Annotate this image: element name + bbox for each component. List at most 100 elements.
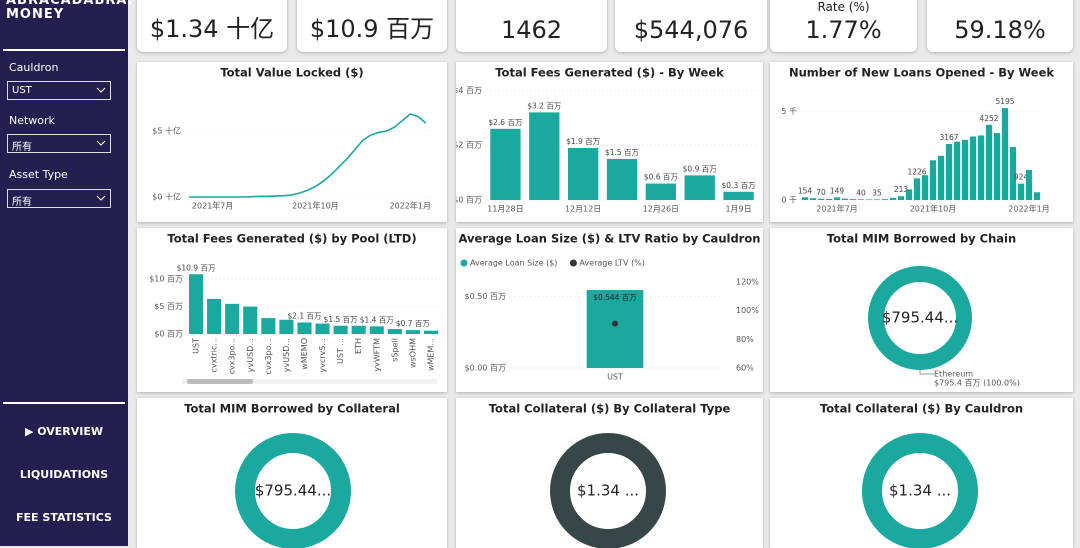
donut-slice <box>868 266 972 370</box>
chart-panel: Average Loan Size ($) & LTV Ratio by Cau… <box>456 228 763 392</box>
bar <box>825 198 833 200</box>
bar <box>723 191 754 200</box>
bar <box>529 112 560 200</box>
dot <box>612 320 618 327</box>
legend-marker <box>569 259 577 267</box>
slice-value: $795.4 百万 (100.0%) <box>934 379 1020 388</box>
x-tick-label: UST <box>607 373 623 382</box>
chart: Total Value Locked ($) $0 十亿 $5 十亿 2021年7月 2… <box>152 66 431 211</box>
chart-title: Number of New Loans Opened - By Week <box>789 66 1054 80</box>
x-tick-label: 2022年1月 <box>390 201 431 211</box>
bar <box>188 274 204 334</box>
bar <box>243 306 258 334</box>
bar <box>684 175 715 200</box>
bar <box>369 326 384 334</box>
chart-panel: Total Collateral ($) By Collateral Type $… <box>456 398 763 548</box>
dropdown-value: 所有 <box>12 197 32 208</box>
x-tick-label: yvUSD... <box>282 338 291 372</box>
nav-item[interactable]: FEE STATISTICS <box>16 511 112 524</box>
bar <box>897 196 905 200</box>
data-label: $0.3 百万 <box>722 181 757 190</box>
logo: MONEY <box>6 7 65 22</box>
x-tick-label: cvxtric... <box>210 338 219 373</box>
data-label: 924 <box>1014 173 1029 182</box>
x-tick-label: 2021年7月 <box>816 204 857 214</box>
bar <box>817 198 825 200</box>
chart: Total Fees Generated ($) - By Week $0 百万 $… <box>456 66 758 214</box>
chart-panel: Total Collateral ($) By Cauldron $1.34 ..… <box>770 398 1073 548</box>
chart: Total Fees Generated ($) by Pool (LTD) $0… <box>149 232 440 384</box>
bar <box>833 197 841 200</box>
leader-line <box>919 370 934 375</box>
bar <box>889 197 897 200</box>
chart-panel: Total Fees Generated ($) by Pool (LTD) $0… <box>137 228 447 392</box>
data-label: $1.5 百万 <box>605 148 640 157</box>
data-label: $3.2 百万 <box>527 101 562 110</box>
nav-item[interactable]: ▶ OVERVIEW <box>24 425 104 438</box>
chart-panel: Total Fees Generated ($) - By Week $0 百万 $… <box>456 62 763 222</box>
data-label: 40 <box>856 188 866 197</box>
x-tick-label: yvcrvS... <box>318 338 327 373</box>
kpi-card: 59.18% <box>927 0 1073 52</box>
filter-label: Asset Type <box>9 168 68 181</box>
separator <box>3 49 125 51</box>
dropdown-value: 所有 <box>12 142 32 153</box>
bar <box>1025 169 1033 200</box>
bar <box>645 183 677 200</box>
filter-label: Cauldron <box>9 61 59 74</box>
bar <box>1033 192 1041 200</box>
chart: Total MIM Borrowed by ChainEthereum$795.… <box>827 232 1020 388</box>
x-tick-label: sSpell <box>390 338 399 362</box>
slice-label: Ethereum <box>934 370 973 379</box>
kpi-card: $10.9 百万 <box>297 0 447 52</box>
kpi-value: 1.77% <box>805 16 882 44</box>
dropdown[interactable]: UST <box>7 81 111 100</box>
data-label: 1226 <box>907 167 926 176</box>
center-label: $1.34 ... <box>577 482 639 500</box>
bar <box>929 160 937 200</box>
nav-item[interactable]: LIQUIDATIONS <box>19 468 109 481</box>
bar <box>857 199 865 200</box>
bar <box>225 303 240 334</box>
y-tick-label: $0 百万 <box>154 330 183 339</box>
x-tick-label: 2021年7月 <box>192 201 233 211</box>
dropdown[interactable]: 所有 <box>7 189 111 208</box>
data-label: $1.9 百万 <box>566 137 601 146</box>
data-label: 5195 <box>995 97 1014 106</box>
data-label: $0.544 百万 <box>593 293 637 302</box>
x-tick-label: 1月9日 <box>725 205 751 214</box>
chart: Average Loan Size ($) & LTV Ratio by Cau… <box>459 232 761 382</box>
y-tick-label: 5 千 <box>781 106 797 116</box>
kpi-value: $10.9 百万 <box>309 15 435 43</box>
chart-title: Total Fees Generated ($) by Pool (LTD) <box>167 232 416 246</box>
bar <box>801 197 809 200</box>
bar <box>809 198 817 200</box>
data-label: 70 <box>816 188 826 197</box>
data-label: $1.5 百万 <box>324 315 359 324</box>
x-tick-label: cvx3po... <box>228 338 237 374</box>
chart: Number of New Loans Opened - By Week 0 千 5… <box>781 66 1054 214</box>
bar <box>315 323 330 334</box>
chart-title: Total Collateral ($) By Collateral Type <box>489 402 731 416</box>
chevron <box>96 195 106 201</box>
dropdown[interactable]: 所有 <box>7 134 111 153</box>
bar <box>921 175 929 200</box>
bar <box>961 139 969 200</box>
chart: Total Collateral ($) By Collateral Type $… <box>489 402 731 548</box>
kpi-card: Rate (%) 1.77% <box>770 0 917 52</box>
chart-panel: Total MIM Borrowed by Chain Ethereum $795.… <box>770 228 1073 392</box>
data-label: $1.4 百万 <box>360 315 395 324</box>
sidebar: ABRACADABRA. MONEY Cauldron UST Network … <box>0 0 133 546</box>
center-label: $795.44... <box>882 309 958 327</box>
x-tick-label: 12月12日 <box>565 205 601 214</box>
x-tick-label: wMEMO <box>300 338 309 370</box>
y-tick-label: $5 百万 <box>154 302 183 311</box>
bar <box>1009 146 1017 200</box>
donut-slice <box>862 433 978 548</box>
bar <box>905 189 913 200</box>
data-label: $0.7 百万 <box>396 319 431 328</box>
chart-panel: Total MIM Borrowed by Collateral $795.44.… <box>137 398 447 548</box>
bar <box>351 325 366 334</box>
bar <box>405 330 420 334</box>
